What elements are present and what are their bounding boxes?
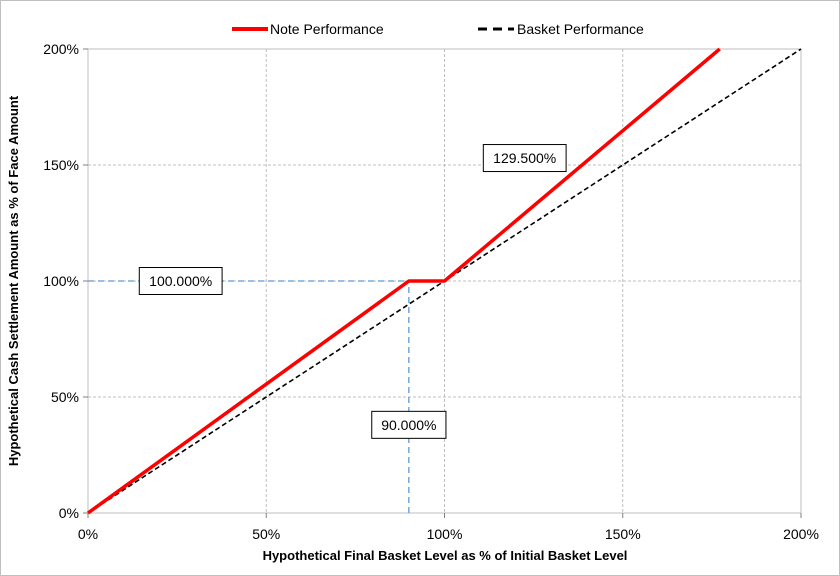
callout-label: 90.000% <box>381 417 436 433</box>
legend-label: Note Performance <box>270 21 384 37</box>
series-layer <box>86 47 802 515</box>
legend-item: Note Performance <box>232 21 384 37</box>
callout-box: 129.500% <box>482 144 567 173</box>
callout-frame <box>138 267 223 295</box>
x-tick-label: 50% <box>252 526 280 542</box>
callouts: 129.500% 100.000% 90.000% <box>138 144 567 439</box>
note-performance-line <box>86 47 721 515</box>
x-axis-title: Hypothetical Final Basket Level as % of … <box>263 548 628 563</box>
y-tick-label: 100% <box>43 273 79 289</box>
x-tick-label: 200% <box>783 526 819 542</box>
callout-label: 100.000% <box>149 273 212 289</box>
x-axis-ticks: 0% 50% 100% 150% 200% <box>78 513 819 542</box>
y-tick-label: 200% <box>43 41 79 57</box>
callout-frame <box>482 144 567 173</box>
callout-frame <box>371 410 447 439</box>
legend-label: Basket Performance <box>517 21 644 37</box>
x-tick-label: 150% <box>605 526 641 542</box>
x-tick-label: 100% <box>427 526 463 542</box>
y-tick-label: 0% <box>59 505 79 521</box>
callout-label: 129.500% <box>493 150 556 166</box>
legend-item: Basket Performance <box>478 21 644 37</box>
callout-box: 90.000% <box>371 410 447 439</box>
legend: Note Performance Basket Performance <box>232 21 644 37</box>
callout-box: 100.000% <box>138 267 223 295</box>
y-tick-label: 150% <box>43 157 79 173</box>
y-axis-title: Hypothetical Cash Settlement Amount as %… <box>6 95 21 466</box>
y-axis-ticks: 0% 50% 100% 150% 200% <box>43 41 88 521</box>
x-tick-label: 0% <box>78 526 98 542</box>
y-tick-label: 50% <box>51 389 79 405</box>
